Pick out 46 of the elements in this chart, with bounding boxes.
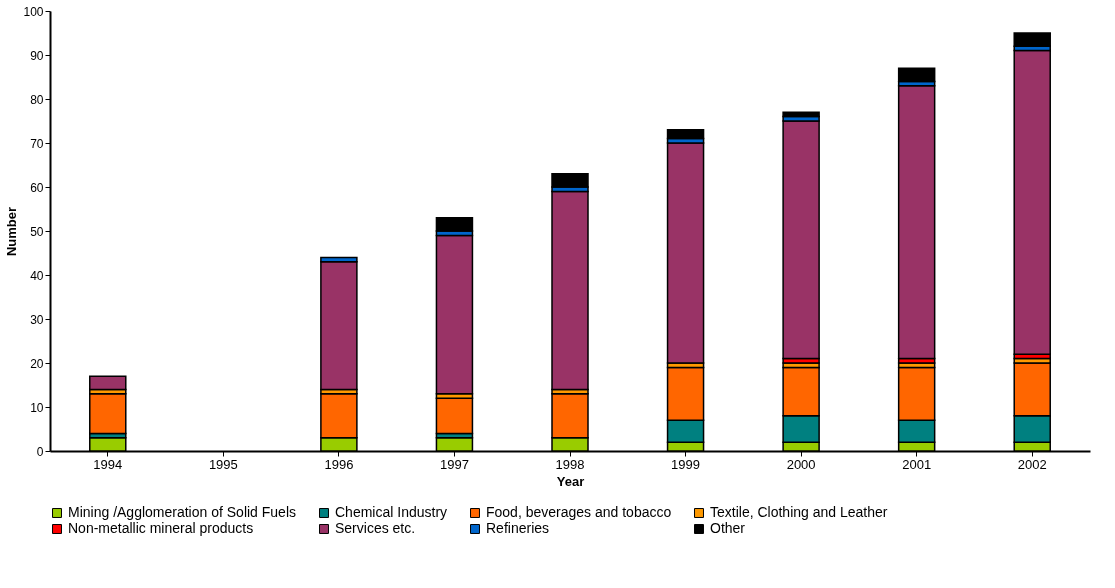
bar [89,375,127,391]
bar [1013,32,1051,47]
x-tick-label: 1994 [93,456,123,472]
x-axis-title: Year [556,473,585,489]
x-tick-label: 2002 [1017,456,1047,472]
y-tick-label: 10 [30,400,44,415]
y-axis-title: Number [4,206,20,257]
legend-label: Non-metallic mineral products [68,520,254,536]
y-tick-label: 90 [30,48,44,63]
legend-label: Mining /Agglomeration of Solid Fuels [68,504,297,520]
bar [551,173,589,188]
y-tick-label: 80 [30,92,44,107]
y-tick-label: 50 [30,224,44,239]
bar [666,129,705,140]
y-tick-label: 30 [30,312,44,327]
bar [1013,49,1051,355]
legend-label: Services etc. [335,520,416,536]
x-tick-label: 1995 [208,456,238,472]
y-tick-label: 0 [36,444,44,459]
bar [435,217,474,232]
bar [897,85,936,360]
bar [89,393,127,435]
x-tick-label: 1998 [555,456,585,472]
y-tick-label: 60 [30,180,44,195]
x-tick-label: 1997 [439,456,469,472]
bar [897,67,936,83]
y-tick-label: 70 [30,136,44,151]
legend-label: Food, beverages and tobacco [486,504,672,520]
bar [666,142,705,364]
bar [435,234,474,395]
x-tick-label: 1996 [324,456,354,472]
bar [782,120,820,360]
x-tick-label: 2000 [786,456,816,472]
y-tick-label: 40 [30,268,44,283]
legend-label: Chemical Industry [335,504,448,520]
legend-label: Textile, Clothing and Leather [710,504,888,520]
legend-label: Refineries [486,520,550,536]
x-tick-label: 2001 [902,456,932,472]
legend-label: Other [710,520,746,536]
y-tick-label: 20 [30,356,44,371]
bar [551,190,589,391]
bar [782,111,820,118]
bar [435,397,474,435]
x-tick-label: 1999 [671,456,701,472]
y-tick-label: 100 [23,4,44,19]
bar [320,261,358,391]
